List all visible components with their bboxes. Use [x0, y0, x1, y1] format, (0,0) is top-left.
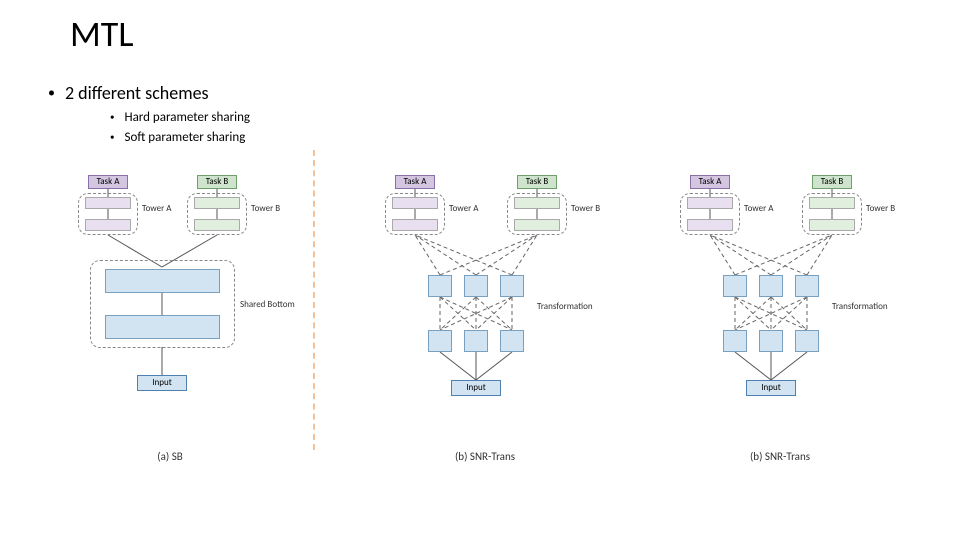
snr1-tower-a-l1 — [392, 197, 438, 209]
snr2-tower-b-l2 — [809, 219, 855, 231]
snr1-task-a: Task A — [395, 175, 435, 189]
snr1-r1-b2 — [464, 275, 488, 297]
panel-snr1: Task A Task B Tower A Tower B Transforma… — [345, 175, 625, 445]
snr1-tower-b-l1 — [514, 197, 560, 209]
bullet-sub-2: • Soft parameter sharing — [110, 130, 245, 145]
bullet-dot-icon: • — [48, 86, 55, 100]
snr1-r2-b3 — [500, 330, 524, 352]
vertical-divider — [313, 150, 315, 450]
snr2-r1-b1 — [723, 275, 747, 297]
snr2-tower-b-label: Tower B — [866, 203, 895, 214]
bullet-sub-2-text: Soft parameter sharing — [124, 130, 245, 145]
snr2-r1-b2 — [759, 275, 783, 297]
snr2-tower-a-label: Tower A — [744, 203, 774, 214]
bullet-sub-1: • Hard parameter sharing — [110, 110, 250, 125]
snr2-r2-b2 — [759, 330, 783, 352]
snr2-r2-b3 — [795, 330, 819, 352]
snr2-task-b: Task B — [812, 175, 852, 189]
snr1-trans-label: Transformation — [537, 301, 593, 312]
bullet-main-text: 2 different schemes — [65, 82, 209, 104]
panel-snr2: Task A Task B Tower A Tower B Transforma… — [640, 175, 920, 445]
sb-task-b: Task B — [197, 175, 237, 189]
snr1-tower-a-label: Tower A — [449, 203, 479, 214]
snr2-task-a: Task A — [690, 175, 730, 189]
sb-shared-label: Shared Bottom — [240, 299, 295, 310]
sb-tower-a-layer1 — [85, 197, 131, 209]
snr2-tower-b-l1 — [809, 197, 855, 209]
snr1-r1-b3 — [500, 275, 524, 297]
snr1-caption: (b) SNR-Trans — [345, 450, 625, 463]
snr2-r1-b3 — [795, 275, 819, 297]
sb-tower-a-label: Tower A — [142, 203, 172, 214]
bullet-dot-icon: • — [110, 133, 114, 142]
bullet-main: • 2 different schemes — [48, 82, 209, 104]
panel-sb: Task A Task B Tower A Tower B Shared Bot… — [30, 175, 310, 445]
sb-caption: (a) SB — [30, 450, 310, 463]
sb-shared-layer1 — [105, 269, 220, 293]
sb-task-a: Task A — [88, 175, 128, 189]
bullet-dot-icon: • — [110, 113, 114, 122]
snr1-r2-b1 — [428, 330, 452, 352]
snr2-input: Input — [746, 380, 796, 396]
page-title: MTL — [70, 12, 133, 56]
sb-input: Input — [137, 375, 187, 391]
snr1-input: Input — [451, 380, 501, 396]
snr2-trans-label: Transformation — [832, 301, 888, 312]
sb-shared-layer2 — [105, 315, 220, 339]
bullet-sub-1-text: Hard parameter sharing — [124, 110, 250, 125]
snr1-tower-a-l2 — [392, 219, 438, 231]
snr1-tower-b-l2 — [514, 219, 560, 231]
sb-tower-a-layer2 — [85, 219, 131, 231]
snr1-task-b: Task B — [517, 175, 557, 189]
snr1-r2-b2 — [464, 330, 488, 352]
sb-tower-b-label: Tower B — [251, 203, 280, 214]
snr1-tower-b-label: Tower B — [571, 203, 600, 214]
sb-tower-b-layer2 — [194, 219, 240, 231]
snr2-tower-a-l1 — [687, 197, 733, 209]
snr2-tower-a-l2 — [687, 219, 733, 231]
sb-tower-b-layer1 — [194, 197, 240, 209]
snr2-r2-b1 — [723, 330, 747, 352]
snr2-caption: (b) SNR-Trans — [640, 450, 920, 463]
snr1-r1-b1 — [428, 275, 452, 297]
